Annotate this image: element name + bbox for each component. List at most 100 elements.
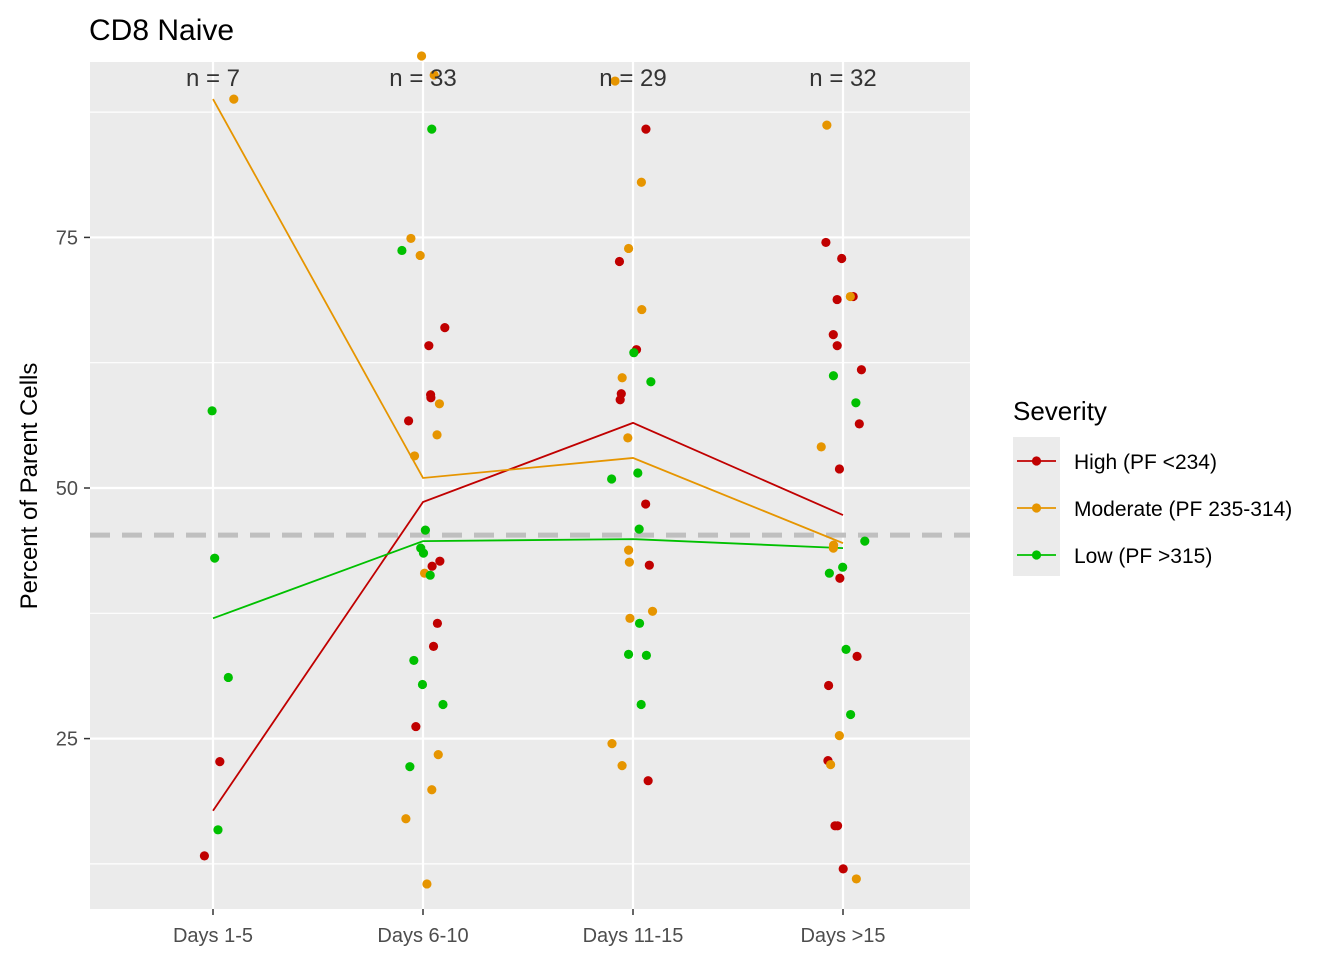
x-tick-label: Days 1-5 xyxy=(173,925,253,947)
data-point xyxy=(418,548,429,558)
data-point xyxy=(422,879,432,889)
data-point xyxy=(607,474,617,484)
data-point xyxy=(425,570,435,580)
data-point xyxy=(610,76,620,86)
plot-panel xyxy=(90,62,970,909)
data-point xyxy=(825,760,836,770)
data-point xyxy=(846,709,856,720)
data-point xyxy=(834,464,845,474)
data-point xyxy=(432,618,443,628)
data-point xyxy=(824,568,834,578)
data-point xyxy=(617,761,627,771)
data-point xyxy=(409,655,419,666)
x-tick-label: Days 11-15 xyxy=(583,925,684,947)
data-point xyxy=(432,430,442,440)
data-point xyxy=(832,341,842,351)
data-point xyxy=(828,371,839,381)
data-point xyxy=(643,776,653,786)
data-point xyxy=(420,525,430,535)
y-axis-ticks: 25 50 75 xyxy=(56,227,90,751)
data-point xyxy=(832,294,842,305)
data-point xyxy=(623,433,633,443)
legend-label: Moderate (PF 235-314) xyxy=(1074,498,1292,521)
data-point xyxy=(625,613,635,623)
data-point xyxy=(424,341,434,351)
data-point xyxy=(828,543,838,553)
data-point xyxy=(636,699,646,710)
data-point xyxy=(199,851,210,861)
data-point xyxy=(409,451,420,461)
data-point xyxy=(435,556,445,566)
series-line-2 xyxy=(212,538,844,620)
data-point xyxy=(428,641,439,651)
data-point xyxy=(647,606,658,616)
data-point xyxy=(438,699,448,710)
data-point xyxy=(641,124,651,134)
data-point xyxy=(835,573,845,583)
n-label: n = 7 xyxy=(186,65,240,92)
y-axis-title: Percent of Parent Cells xyxy=(16,363,43,610)
data-point xyxy=(837,253,847,264)
data-point xyxy=(411,721,421,732)
data-point xyxy=(852,651,862,662)
data-point xyxy=(427,785,437,795)
data-point xyxy=(644,560,654,570)
major-gridlines xyxy=(90,62,970,909)
series-line-0 xyxy=(212,421,844,812)
data-point xyxy=(623,649,634,659)
legend: Severity High (PF <234) Moderate (PF 235-… xyxy=(1013,396,1292,576)
legend-label: High (PF <234) xyxy=(1074,451,1217,474)
legend-key-point xyxy=(1031,456,1042,466)
data-point xyxy=(397,245,407,256)
data-point xyxy=(856,365,867,375)
data-point xyxy=(838,864,848,874)
n-label: n = 33 xyxy=(389,65,456,92)
legend-key-point xyxy=(1031,550,1042,560)
legend-items: High (PF <234) Moderate (PF 235-314) Low (… xyxy=(1017,451,1292,568)
y-tick-label: 75 xyxy=(56,227,78,249)
legend-title: Severity xyxy=(1013,396,1107,426)
x-tick-label: Days >15 xyxy=(800,925,885,947)
data-point xyxy=(427,124,437,134)
data-point xyxy=(838,562,848,572)
series-points xyxy=(199,51,870,889)
data-point xyxy=(615,395,625,405)
data-point xyxy=(860,536,870,546)
y-tick-label: 25 xyxy=(56,729,78,751)
series-lines xyxy=(212,98,844,812)
data-point xyxy=(845,291,855,302)
chart-title: CD8 Naive xyxy=(89,14,234,47)
legend-label: Low (PF >315) xyxy=(1074,545,1212,568)
data-point xyxy=(641,499,651,509)
data-point xyxy=(646,377,656,387)
data-point xyxy=(429,70,439,80)
data-point xyxy=(416,51,427,61)
data-point xyxy=(213,825,223,835)
data-point xyxy=(822,120,832,130)
data-point xyxy=(607,739,617,749)
data-point xyxy=(210,553,220,563)
data-point xyxy=(614,256,625,267)
data-point xyxy=(229,94,239,104)
data-point xyxy=(426,390,436,400)
data-point xyxy=(401,814,411,824)
data-point xyxy=(406,233,416,244)
n-label: n = 29 xyxy=(599,65,666,92)
series-line-1 xyxy=(212,98,844,544)
legend-key-point xyxy=(1031,503,1042,513)
data-point xyxy=(841,644,851,654)
data-point xyxy=(641,650,652,661)
data-point xyxy=(637,304,647,315)
data-point xyxy=(207,406,217,416)
data-point xyxy=(824,680,834,691)
data-point xyxy=(415,250,425,261)
data-point xyxy=(223,672,233,683)
data-point xyxy=(636,177,647,187)
data-point xyxy=(851,874,861,884)
x-axis-ticks: Days 1-5 Days 6-10 Days 11-15 Days >15 xyxy=(173,909,886,947)
data-point xyxy=(854,419,864,429)
data-point xyxy=(215,757,225,767)
data-point xyxy=(633,468,643,478)
data-point xyxy=(624,545,634,555)
